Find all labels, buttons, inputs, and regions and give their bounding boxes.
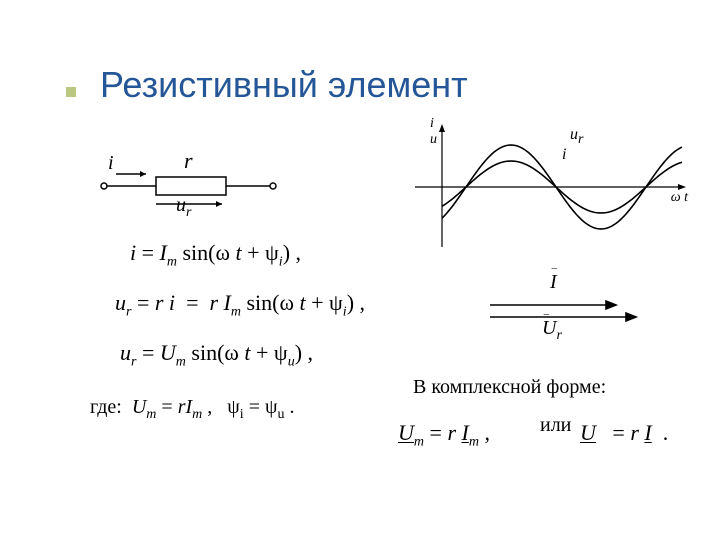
page-title: Резистивный элемент — [100, 64, 468, 106]
circuit-diagram: i r ur — [96, 150, 286, 215]
waveform-plot: i u ω t ur i — [410, 122, 690, 252]
complex-form-label: В комплексной форме: — [413, 376, 606, 399]
where-clause: где: Um = rIm , ψi = ψu . — [90, 396, 295, 423]
or-word: или — [540, 414, 571, 437]
complex-eq-1: Um = r Im , — [398, 420, 490, 450]
equation-ur-ri: ur = r i = r Im sin(ω t + ψi) , — [115, 290, 365, 320]
circuit-label-ur: ur — [176, 194, 191, 221]
phasor-diagram: ‾I ‾Ur — [480, 275, 660, 345]
equation-i: i = Im sin(ω t + ψi) , — [130, 240, 301, 270]
wave-label-i: i — [562, 146, 566, 164]
phasor-label-Ur: ‾Ur — [542, 317, 562, 344]
circuit-label-r: r — [184, 148, 193, 174]
circuit-label-i: i — [108, 152, 114, 175]
equation-ur-Um: ur = Um sin(ω t + ψu) , — [120, 340, 313, 370]
complex-eq-2: U = r I . — [580, 420, 668, 446]
wave-label-ur: ur — [570, 126, 583, 148]
phasor-label-I: ‾I — [550, 271, 557, 294]
wave-xlabel: ω t — [671, 190, 688, 206]
wave-ylabel: i u — [430, 116, 437, 148]
slide-root: Резистивный элемент i r ur — [0, 0, 720, 540]
title-bullet — [66, 87, 76, 97]
